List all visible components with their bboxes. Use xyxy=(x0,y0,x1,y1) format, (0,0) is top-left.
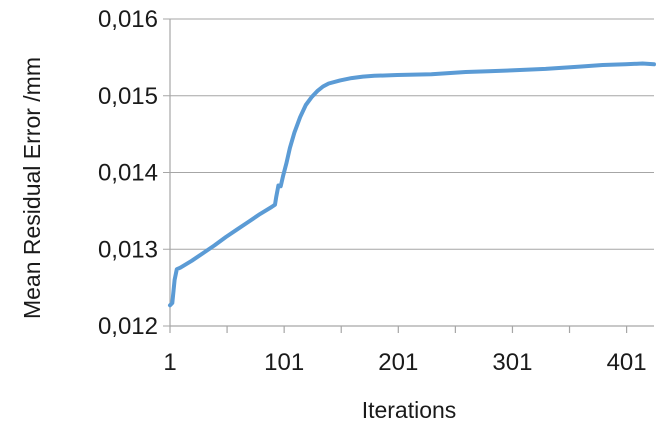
x-tick-label: 201 xyxy=(378,349,418,376)
y-tick-label: 0,016 xyxy=(98,6,158,33)
y-axis-title: Mean Residual Error /mm xyxy=(19,57,45,319)
x-tick-label: 401 xyxy=(607,349,647,376)
y-tick-label: 0,014 xyxy=(98,160,158,187)
y-tick-label: 0,013 xyxy=(98,236,158,263)
x-tick-label: 1 xyxy=(163,349,176,376)
tick-labels: 0,012 0,013 0,014 0,015 0,016 1 101 201 301 401 xyxy=(98,6,647,376)
x-axis-title: Iterations xyxy=(362,397,457,423)
y-tick-label: 0,015 xyxy=(98,83,158,110)
x-tick-label: 301 xyxy=(492,349,532,376)
axes xyxy=(169,19,654,333)
series-layer xyxy=(168,61,656,308)
series-line xyxy=(168,61,656,308)
x-tick-label: 101 xyxy=(264,349,304,376)
y-tick-label: 0,012 xyxy=(98,313,158,340)
